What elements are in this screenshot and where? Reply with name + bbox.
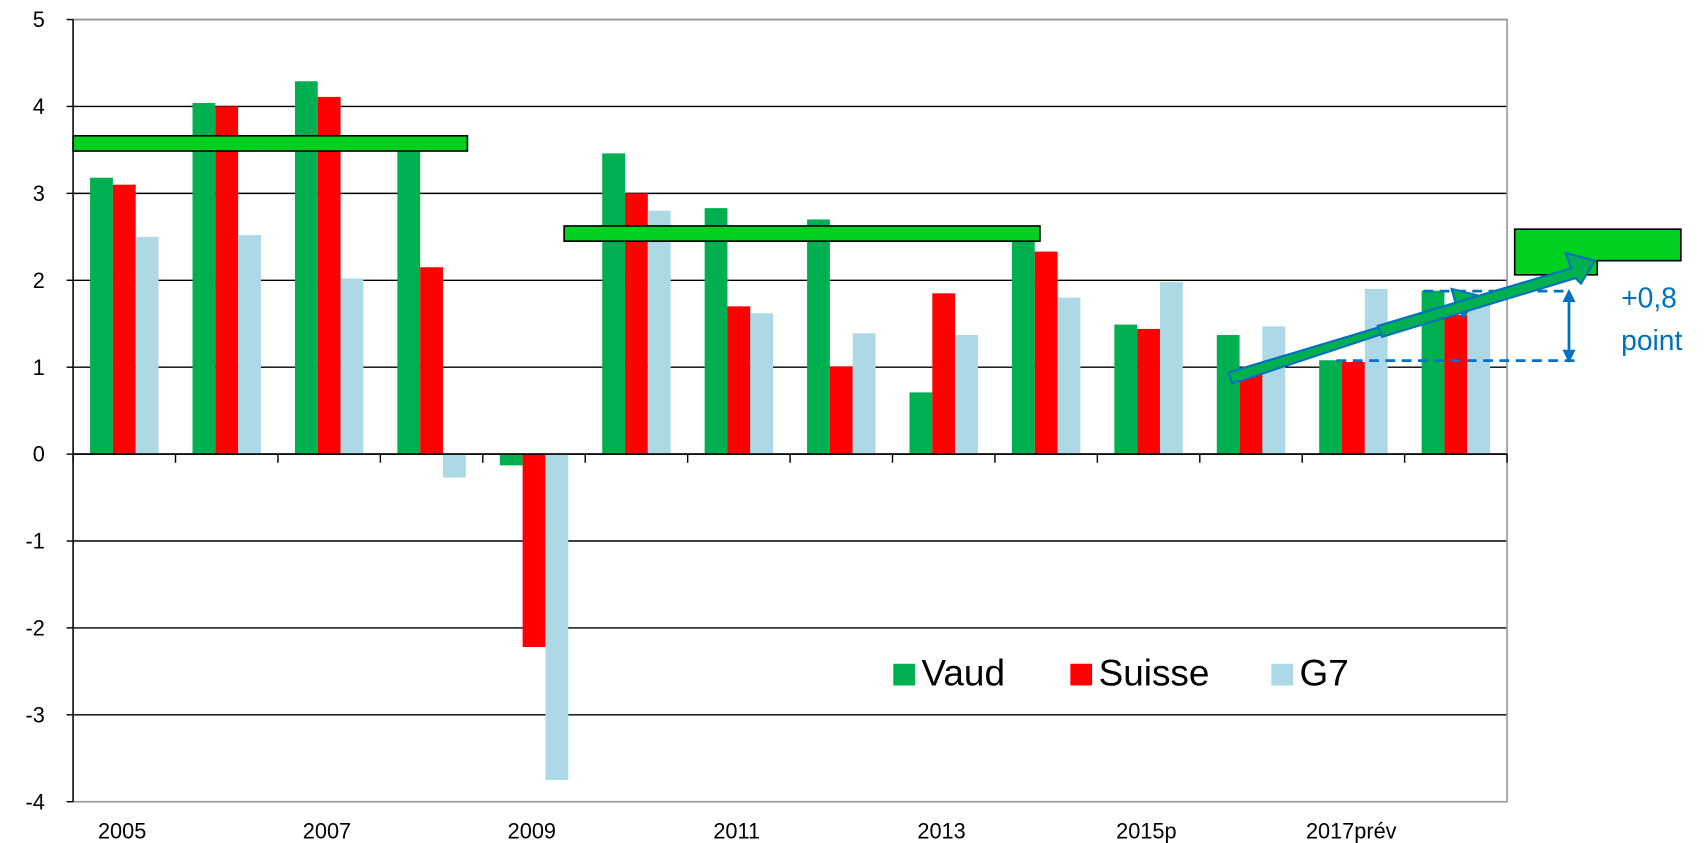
bar xyxy=(545,454,569,780)
bar xyxy=(1364,288,1388,455)
bar xyxy=(1137,328,1160,455)
bar xyxy=(442,454,466,478)
bar xyxy=(1216,335,1240,455)
average-bar xyxy=(563,225,1041,242)
bar xyxy=(829,366,853,455)
x-tick-label: 2017prév xyxy=(1306,819,1397,843)
bar xyxy=(1262,326,1286,455)
arrow-head xyxy=(1562,288,1576,303)
bar xyxy=(1011,232,1035,455)
legend-swatch xyxy=(893,663,916,686)
arrow-head xyxy=(1562,349,1576,363)
bar xyxy=(704,208,728,455)
bar xyxy=(1444,315,1468,455)
bar xyxy=(294,81,318,455)
bar xyxy=(1114,324,1138,455)
y-tick-label: -3 xyxy=(26,702,45,727)
bar xyxy=(215,106,239,455)
trend-arrow xyxy=(1376,251,1597,339)
x-tick-label: 2005 xyxy=(98,819,146,843)
bar xyxy=(955,335,978,455)
bar xyxy=(602,153,626,455)
bar xyxy=(1467,297,1491,455)
y-tick-label: -2 xyxy=(26,616,45,641)
bar xyxy=(317,96,341,455)
bars xyxy=(90,81,1491,780)
y-tick-label: 1 xyxy=(33,355,45,380)
x-tick-label: 2009 xyxy=(508,819,556,843)
average-bar xyxy=(72,134,469,152)
axis: -4 -3 -2 -1 0 1 2 3 4 5 2005 2007 2009 2011 2013 2015p 2… xyxy=(26,7,1508,843)
legend-label: Suisse xyxy=(1099,652,1210,693)
bar xyxy=(192,102,216,455)
bar xyxy=(1342,361,1365,455)
bar xyxy=(420,267,443,455)
bar xyxy=(1057,297,1081,455)
y-tick-label: 2 xyxy=(33,268,45,293)
bar xyxy=(1159,282,1183,455)
bar xyxy=(1034,251,1058,455)
x-tick-label: 2013 xyxy=(917,819,965,843)
bar xyxy=(135,236,159,455)
bar xyxy=(90,177,113,455)
bar xyxy=(499,454,523,466)
annotation: +0,8 xyxy=(1621,281,1677,313)
bar xyxy=(852,333,876,455)
y-tick-label: 5 xyxy=(33,7,45,32)
bar xyxy=(750,313,774,455)
bar xyxy=(1319,360,1343,455)
bar xyxy=(112,184,136,455)
y-tick-label: 3 xyxy=(33,181,45,206)
legend-swatch xyxy=(1070,663,1093,686)
x-tick-label: 2011 xyxy=(713,819,760,843)
bar xyxy=(625,193,648,455)
bar xyxy=(397,145,421,455)
y-tick-label: -1 xyxy=(26,529,45,554)
x-tick-label: 2015p xyxy=(1116,819,1176,843)
x-tick-label: 2007 xyxy=(303,819,351,843)
annotation: point xyxy=(1621,324,1682,356)
legend-label: Vaud xyxy=(922,652,1006,693)
bar xyxy=(522,454,546,648)
bar xyxy=(1421,290,1445,455)
bar xyxy=(340,278,364,455)
y-tick-label: 0 xyxy=(33,442,45,467)
bar xyxy=(932,293,956,455)
legend-label: G7 xyxy=(1300,652,1349,693)
bar xyxy=(909,392,933,455)
y-tick-label: 4 xyxy=(33,94,45,119)
legend: Vaud Suisse G7 xyxy=(893,652,1349,693)
bar xyxy=(807,219,830,455)
y-tick-label: -4 xyxy=(26,789,45,814)
legend-swatch xyxy=(1271,663,1294,686)
bar xyxy=(238,235,261,455)
bar xyxy=(647,210,671,455)
target-box xyxy=(1513,228,1682,276)
bar xyxy=(1239,371,1263,455)
bar xyxy=(727,306,751,455)
